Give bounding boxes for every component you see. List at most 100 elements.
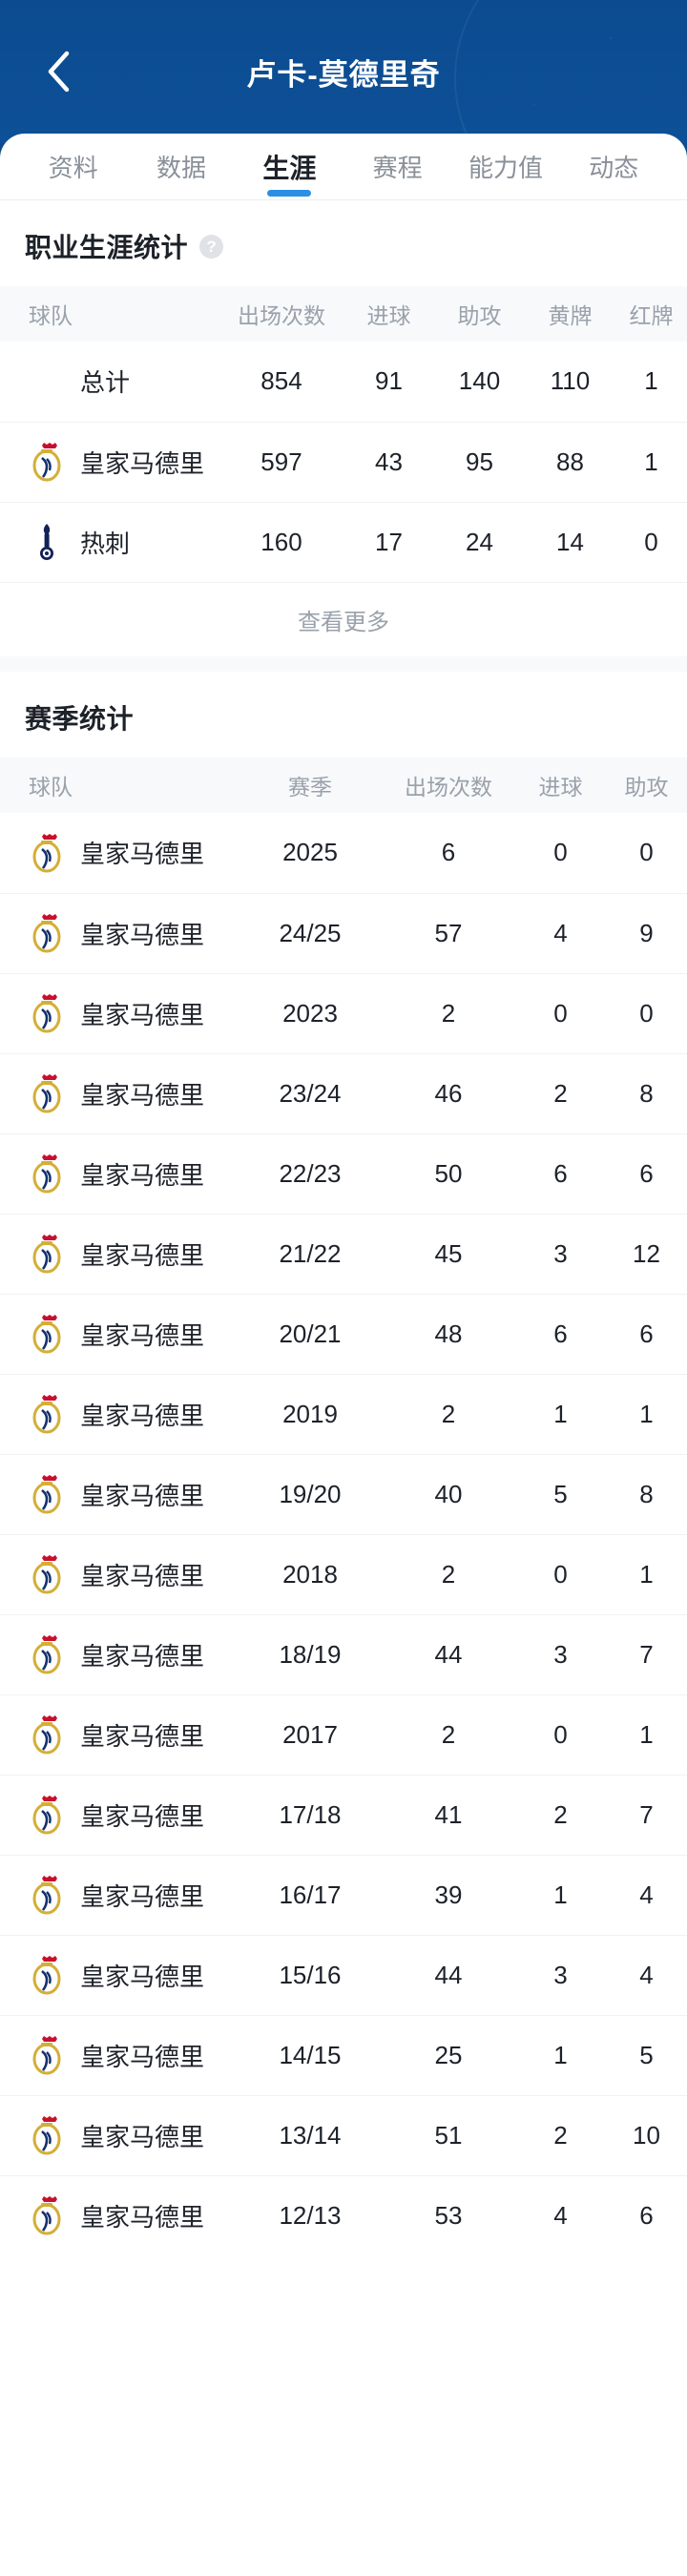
tab-ratings[interactable]: 能力值 bbox=[451, 134, 559, 200]
tab-news[interactable]: 动态 bbox=[560, 134, 668, 200]
season-assists-value: 8 bbox=[639, 1078, 654, 1108]
season-apps-value: 41 bbox=[434, 1799, 463, 1829]
team-name: 皇家马德里 bbox=[80, 1561, 205, 1590]
table-row[interactable]: 皇家马德里 22/23 50 6 6 bbox=[0, 1133, 687, 1214]
season-goals-value: 3 bbox=[553, 1960, 568, 1989]
season-apps-value: 53 bbox=[434, 2200, 463, 2230]
season-goals-value: 4 bbox=[553, 918, 568, 947]
team-name: 皇家马德里 bbox=[80, 1962, 205, 1991]
table-row[interactable]: 皇家马德里 17/18 41 2 7 bbox=[0, 1775, 687, 1855]
season-team-cell: 皇家马德里 bbox=[0, 1133, 239, 1214]
tab-data[interactable]: 数据 bbox=[127, 134, 235, 200]
season-stats-table: 球队 赛季 出场次数 进球 助攻 皇家马德里 2025 6 0 0 皇家马德里 24/25 5… bbox=[0, 758, 687, 2255]
team-name: 皇家马德里 bbox=[80, 1401, 205, 1430]
table-row[interactable]: 皇家马德里 18/19 44 3 7 bbox=[0, 1614, 687, 1694]
career-col-assists: 助攻 bbox=[457, 303, 502, 328]
team-name: 皇家马德里 bbox=[80, 920, 205, 949]
season-team-cell: 皇家马德里 bbox=[0, 2015, 239, 2095]
table-row[interactable]: 皇家马德里 2018 2 0 1 bbox=[0, 1534, 687, 1614]
table-row[interactable]: 皇家马德里 13/14 51 2 10 bbox=[0, 2095, 687, 2175]
season-section-header: 赛季统计 bbox=[0, 672, 687, 758]
season-apps-value: 45 bbox=[434, 1238, 463, 1268]
tab-label: 动态 bbox=[589, 154, 639, 182]
table-row[interactable]: 皇家马德里 15/16 44 3 4 bbox=[0, 1935, 687, 2015]
season-value: 19/20 bbox=[279, 1479, 342, 1508]
season-goals-value: 2 bbox=[553, 2120, 568, 2150]
career-col-red: 红牌 bbox=[629, 303, 674, 328]
team-name: 皇家马德里 bbox=[80, 2042, 205, 2071]
career-col-goals: 进球 bbox=[366, 303, 411, 328]
season-value: 2023 bbox=[282, 998, 338, 1028]
career-assists-value: 95 bbox=[466, 447, 493, 476]
team-name: 皇家马德里 bbox=[80, 1481, 205, 1510]
back-button[interactable] bbox=[32, 45, 86, 98]
season-goals-value: 2 bbox=[553, 1799, 568, 1829]
real-madrid-crest-icon bbox=[32, 1475, 61, 1514]
table-row[interactable]: 总计 854 91 140 110 1 bbox=[0, 342, 687, 422]
real-madrid-crest-icon bbox=[32, 1555, 61, 1594]
table-row[interactable]: 皇家马德里 2025 6 0 0 bbox=[0, 813, 687, 893]
table-row[interactable]: 皇家马德里 21/22 45 3 12 bbox=[0, 1214, 687, 1294]
season-col-team: 球队 bbox=[29, 775, 73, 800]
real-madrid-crest-icon bbox=[32, 443, 61, 482]
table-row[interactable]: 皇家马德里 23/24 46 2 8 bbox=[0, 1053, 687, 1133]
real-madrid-crest-icon bbox=[32, 1235, 61, 1274]
season-team-cell: 皇家马德里 bbox=[0, 2175, 239, 2255]
team-name: 皇家马德里 bbox=[80, 1240, 205, 1270]
career-section-header: 职业生涯统计 ? bbox=[0, 200, 687, 286]
page-title: 卢卡-莫德里奇 bbox=[246, 57, 441, 92]
career-view-more-button[interactable]: 查看更多 bbox=[0, 582, 687, 656]
real-madrid-crest-icon bbox=[32, 1074, 61, 1113]
table-row[interactable]: 皇家马德里 24/25 57 4 9 bbox=[0, 893, 687, 973]
table-row[interactable]: 皇家马德里 19/20 40 5 8 bbox=[0, 1454, 687, 1534]
season-value: 14/15 bbox=[279, 2040, 342, 2069]
tab-career[interactable]: 生涯 bbox=[236, 134, 344, 200]
season-apps-value: 25 bbox=[434, 2040, 463, 2069]
career-apps-value: 854 bbox=[260, 366, 302, 396]
season-goals-value: 0 bbox=[553, 838, 568, 867]
table-row[interactable]: 皇家马德里 2019 2 1 1 bbox=[0, 1374, 687, 1454]
season-value: 2017 bbox=[282, 1719, 338, 1749]
career-red-value: 1 bbox=[644, 366, 658, 396]
season-assists-value: 7 bbox=[639, 1799, 654, 1829]
season-goals-value: 1 bbox=[553, 1880, 568, 1909]
career-goals-value: 91 bbox=[375, 366, 403, 396]
real-madrid-crest-icon bbox=[32, 2196, 61, 2235]
season-goals-value: 4 bbox=[553, 2200, 568, 2230]
season-section-title: 赛季统计 bbox=[25, 704, 135, 734]
real-madrid-crest-icon bbox=[32, 833, 61, 873]
tab-fixtures[interactable]: 赛程 bbox=[344, 134, 451, 200]
tab-profile[interactable]: 资料 bbox=[19, 134, 127, 200]
season-value: 13/14 bbox=[279, 2120, 342, 2150]
season-goals-value: 6 bbox=[553, 1319, 568, 1348]
season-assists-value: 9 bbox=[639, 918, 654, 947]
table-row[interactable]: 热刺 160 17 24 14 0 bbox=[0, 502, 687, 582]
question-mark-icon[interactable]: ? bbox=[199, 234, 224, 259]
career-team-cell: 皇家马德里 bbox=[0, 422, 219, 502]
season-col-apps: 出场次数 bbox=[405, 775, 492, 800]
career-yellow-value: 14 bbox=[556, 527, 584, 556]
season-assists-value: 6 bbox=[639, 1158, 654, 1188]
table-row[interactable]: 皇家马德里 2023 2 0 0 bbox=[0, 973, 687, 1053]
table-row[interactable]: 皇家马德里 12/13 53 4 6 bbox=[0, 2175, 687, 2255]
career-assists-value: 24 bbox=[466, 527, 493, 556]
season-assists-value: 1 bbox=[639, 1719, 654, 1749]
season-value: 18/19 bbox=[279, 1639, 342, 1669]
season-value: 2018 bbox=[282, 1559, 338, 1589]
back-chevron-icon bbox=[45, 50, 73, 93]
season-assists-value: 8 bbox=[639, 1479, 654, 1508]
table-row[interactable]: 皇家马德里 2017 2 0 1 bbox=[0, 1694, 687, 1775]
real-madrid-crest-icon bbox=[32, 1796, 61, 1835]
season-value: 2019 bbox=[282, 1399, 338, 1428]
team-name: 皇家马德里 bbox=[80, 1320, 205, 1350]
season-goals-value: 5 bbox=[553, 1479, 568, 1508]
section-divider bbox=[0, 656, 687, 672]
table-row[interactable]: 皇家马德里 597 43 95 88 1 bbox=[0, 422, 687, 502]
table-row[interactable]: 皇家马德里 16/17 39 1 4 bbox=[0, 1855, 687, 1935]
team-name: 热刺 bbox=[80, 529, 131, 558]
team-name: 皇家马德里 bbox=[80, 1080, 205, 1110]
table-row[interactable]: 皇家马德里 14/15 25 1 5 bbox=[0, 2015, 687, 2095]
table-row[interactable]: 皇家马德里 20/21 48 6 6 bbox=[0, 1294, 687, 1374]
season-assists-value: 0 bbox=[639, 998, 654, 1028]
